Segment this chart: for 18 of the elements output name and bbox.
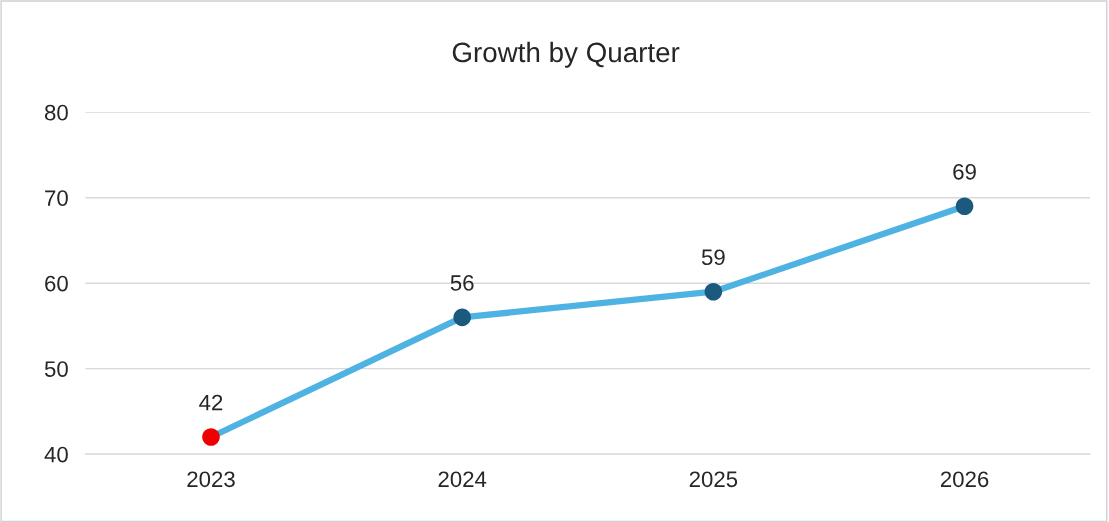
y-tick-label: 50	[44, 361, 68, 377]
y-tick-label: 80	[44, 104, 68, 121]
data-label: 59	[701, 249, 725, 266]
point	[453, 308, 471, 327]
x-tick-label: 2025	[689, 471, 738, 488]
point	[955, 197, 974, 216]
data-label: 56	[450, 275, 474, 291]
y-tick-label: 40	[44, 446, 68, 463]
y-tick-label: 60	[45, 275, 68, 292]
x-tick-label: 2023	[187, 471, 235, 488]
x-tick-label: 2024	[438, 471, 487, 488]
data-label: 69	[953, 163, 976, 180]
point	[202, 428, 220, 446]
point	[704, 282, 723, 301]
x-tick-label: 2026	[940, 471, 989, 488]
data-label: 42	[199, 394, 223, 411]
y-tick-label: 70	[45, 190, 68, 206]
chart-title: Growth by Quarter	[452, 41, 680, 68]
